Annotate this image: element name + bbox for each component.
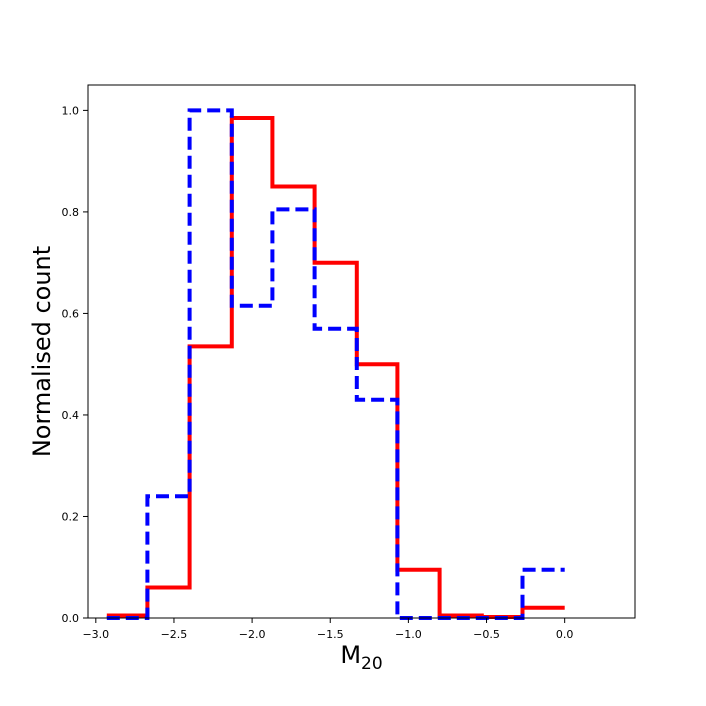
x-tick-label: −2.5 [161,628,188,641]
y-tick-label: 0.2 [62,510,80,523]
x-tick-label: 0.0 [556,628,574,641]
x-axis-label-main: M [340,641,361,669]
x-tick-label: −2.0 [239,628,266,641]
y-tick-label: 1.0 [62,104,80,117]
series-dashed-line [106,108,565,620]
series-layer [106,108,565,620]
y-tick-label: 0.8 [62,206,80,219]
y-tick-label: 0.0 [62,612,80,625]
x-axis-label: M20 [340,641,382,674]
y-tick-label: 0.6 [62,307,80,320]
y-axis-label: Normalised count [28,246,56,457]
x-tick-label: −0.5 [473,628,500,641]
x-axis-ticks: −3.0 −2.5 −2.0 −1.5 −1.0 −0.5 0.0 [82,618,573,641]
x-tick-label: −1.5 [317,628,344,641]
x-axis-label-subscript: 20 [361,654,383,674]
x-tick-label: −1.0 [395,628,422,641]
y-axis-ticks: 0.0 0.2 0.4 0.6 0.8 1.0 [62,104,88,625]
plot-frame [87,84,636,619]
y-tick-label: 0.4 [62,409,80,422]
x-tick-label: −3.0 [82,628,109,641]
